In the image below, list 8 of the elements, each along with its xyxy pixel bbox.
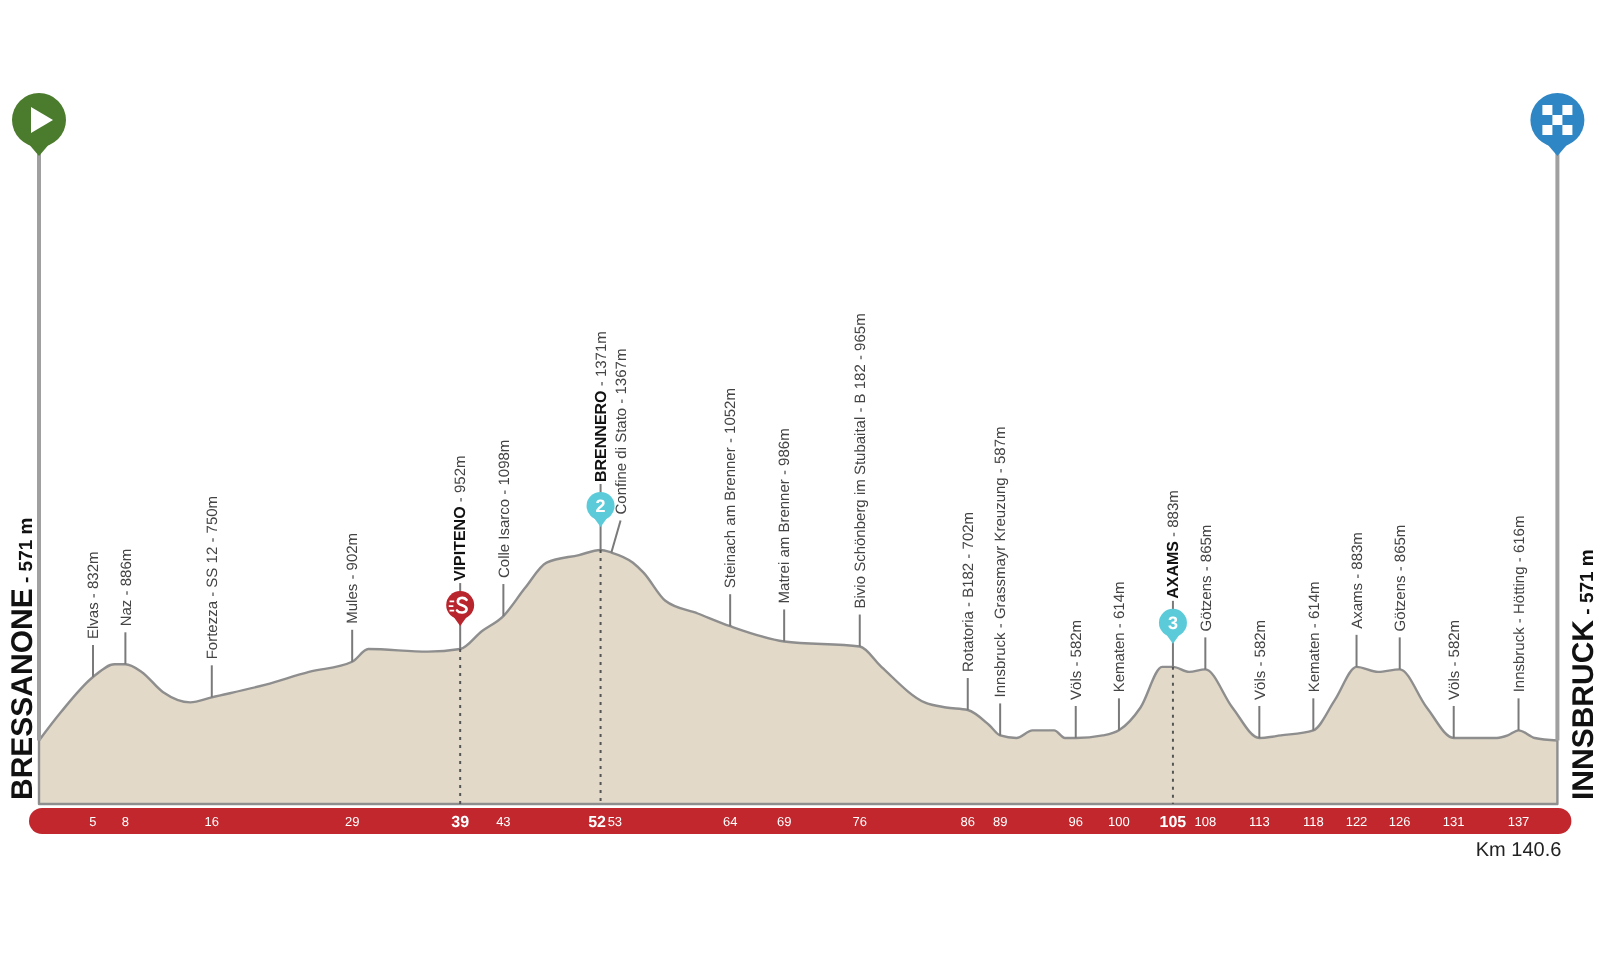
x-tick-label: 52 <box>588 813 608 831</box>
annotation: 2 <box>595 496 606 517</box>
x-tick-label: 39 <box>451 813 471 831</box>
annotation: 3 <box>1167 613 1178 634</box>
text: Km 140.6 <box>1475 840 1563 862</box>
annotation: INNSBRUCK - 571 m <box>1567 549 1600 800</box>
x-tick-label: 105 <box>1159 813 1188 831</box>
annotation: BRESSANONE - 571 m <box>6 517 40 800</box>
